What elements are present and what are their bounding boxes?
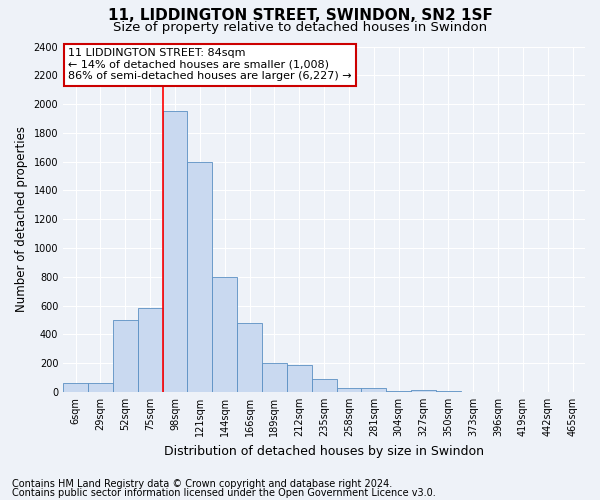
Bar [436, 391, 461, 392]
Text: Contains HM Land Registry data © Crown copyright and database right 2024.: Contains HM Land Registry data © Crown c… [12, 479, 392, 489]
Bar [237, 323, 262, 392]
X-axis label: Distribution of detached houses by size in Swindon: Distribution of detached houses by size … [164, 444, 484, 458]
Bar [411, 390, 436, 392]
Text: 11 LIDDINGTON STREET: 84sqm
← 14% of detached houses are smaller (1,008)
86% of : 11 LIDDINGTON STREET: 84sqm ← 14% of det… [68, 48, 352, 82]
Bar [386, 391, 411, 392]
Text: Contains public sector information licensed under the Open Government Licence v3: Contains public sector information licen… [12, 488, 436, 498]
Bar [212, 277, 237, 392]
Text: Size of property relative to detached houses in Swindon: Size of property relative to detached ho… [113, 22, 487, 35]
Bar [337, 388, 361, 392]
Bar [311, 379, 337, 392]
Y-axis label: Number of detached properties: Number of detached properties [15, 126, 28, 312]
Bar [88, 384, 113, 392]
Bar [361, 388, 386, 392]
Bar [138, 308, 163, 392]
Bar [187, 162, 212, 392]
Bar [163, 112, 187, 392]
Bar [113, 320, 138, 392]
Text: 11, LIDDINGTON STREET, SWINDON, SN2 1SF: 11, LIDDINGTON STREET, SWINDON, SN2 1SF [107, 8, 493, 22]
Bar [287, 364, 311, 392]
Bar [262, 363, 287, 392]
Bar [63, 384, 88, 392]
